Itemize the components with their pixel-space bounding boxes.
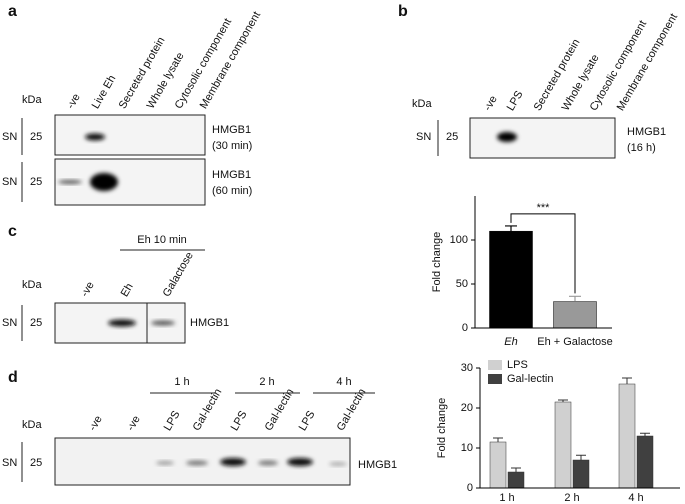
sn: SN — [2, 176, 17, 188]
y-tick-label: 50 — [456, 278, 468, 290]
kda: kDa — [412, 98, 432, 110]
time: (60 min) — [212, 185, 252, 197]
y-tick-label: 30 — [461, 362, 473, 374]
lane-label: Live Eh — [90, 73, 119, 111]
target: HMGB1 — [627, 126, 666, 138]
target: HMGB1 — [212, 124, 251, 136]
marker: 25 — [30, 131, 42, 143]
annotation: *** — [537, 202, 551, 214]
bar — [636, 435, 654, 489]
blot — [469, 117, 616, 159]
kda: kDa — [22, 94, 42, 106]
y-axis-label: Fold change — [436, 398, 448, 459]
y-tick-label: 100 — [450, 234, 468, 246]
target: HMGB1 — [190, 317, 229, 329]
legend-label: LPS — [507, 359, 528, 371]
panel-label: d — [8, 369, 18, 386]
band — [329, 462, 347, 466]
bar — [553, 301, 597, 329]
time-label: 1 h — [174, 376, 189, 388]
bar — [572, 459, 590, 489]
lane-label: -ve — [79, 280, 97, 299]
panel-label: b — [398, 3, 408, 20]
error-bar — [569, 295, 581, 302]
error-bar — [576, 454, 586, 460]
band — [85, 133, 105, 141]
y-tick-label: 20 — [461, 402, 473, 414]
marker: 25 — [30, 176, 42, 188]
error-bar — [558, 399, 568, 402]
lane-label: Galactose — [161, 250, 196, 299]
y-tick-label: 0 — [462, 322, 468, 334]
sn: SN — [2, 457, 17, 469]
y-tick-label: 0 — [467, 482, 473, 494]
bar — [618, 383, 636, 489]
band — [186, 460, 208, 466]
sn: SN — [2, 131, 17, 143]
band — [90, 173, 118, 191]
error-bar — [640, 432, 650, 436]
band — [108, 319, 136, 327]
lane-label: -ve — [65, 92, 83, 111]
kda: kDa — [22, 279, 42, 291]
x-tick-label: 4 h — [628, 492, 643, 504]
kda: kDa — [22, 419, 42, 431]
blots — [21, 114, 616, 486]
panel-label: c — [8, 223, 17, 240]
band — [287, 458, 313, 466]
legend-swatch — [488, 374, 502, 384]
time: (30 min) — [212, 140, 252, 152]
band — [258, 460, 278, 466]
error-bar — [511, 467, 521, 472]
error-bar — [505, 225, 517, 232]
x-tick-label: 1 h — [499, 492, 514, 504]
bar — [489, 230, 533, 329]
band — [220, 458, 246, 466]
panel-label: a — [8, 3, 17, 20]
lane-label: Gal-lectin — [191, 387, 225, 433]
lane-label: -ve — [482, 94, 500, 113]
x-tick-label: Eh — [504, 336, 517, 348]
marker: 25 — [446, 131, 458, 143]
lane-label: Gal-lectin — [335, 387, 369, 433]
bar — [507, 471, 525, 489]
time-label: 4 h — [336, 376, 351, 388]
x-tick-label: Eh + Galactose — [537, 336, 613, 348]
lane-label: LPS — [297, 409, 318, 433]
legend-swatch — [488, 360, 502, 370]
lane-label: LPS — [505, 89, 526, 113]
band — [58, 180, 82, 184]
y-axis-label: Fold change — [431, 232, 443, 293]
x-tick-label: 2 h — [564, 492, 579, 504]
group-label: Eh 10 min — [137, 234, 187, 246]
y-tick-label: 10 — [461, 442, 473, 454]
target: HMGB1 — [358, 459, 397, 471]
time: (16 h) — [627, 142, 656, 154]
band — [156, 461, 174, 465]
lane-label: LPS — [229, 409, 250, 433]
blot — [54, 114, 206, 156]
sn: SN — [2, 317, 17, 329]
lane-label: Eh — [119, 281, 136, 299]
sn: SN — [416, 131, 431, 143]
band — [151, 320, 175, 326]
target: HMGB1 — [212, 169, 251, 181]
marker: 25 — [30, 457, 42, 469]
lane-label: LPS — [162, 409, 183, 433]
time-label: 2 h — [259, 376, 274, 388]
error-bar — [622, 377, 632, 384]
significance-bracket — [510, 213, 576, 294]
bar — [554, 401, 572, 489]
lane-label: -ve — [87, 414, 105, 433]
lane-label: Gal-lectin — [263, 387, 297, 433]
lane-label: -ve — [125, 414, 143, 433]
legend-label: Gal-lectin — [507, 373, 553, 385]
bar — [489, 441, 507, 489]
band — [497, 132, 517, 142]
marker: 25 — [30, 317, 42, 329]
error-bar — [493, 437, 503, 442]
